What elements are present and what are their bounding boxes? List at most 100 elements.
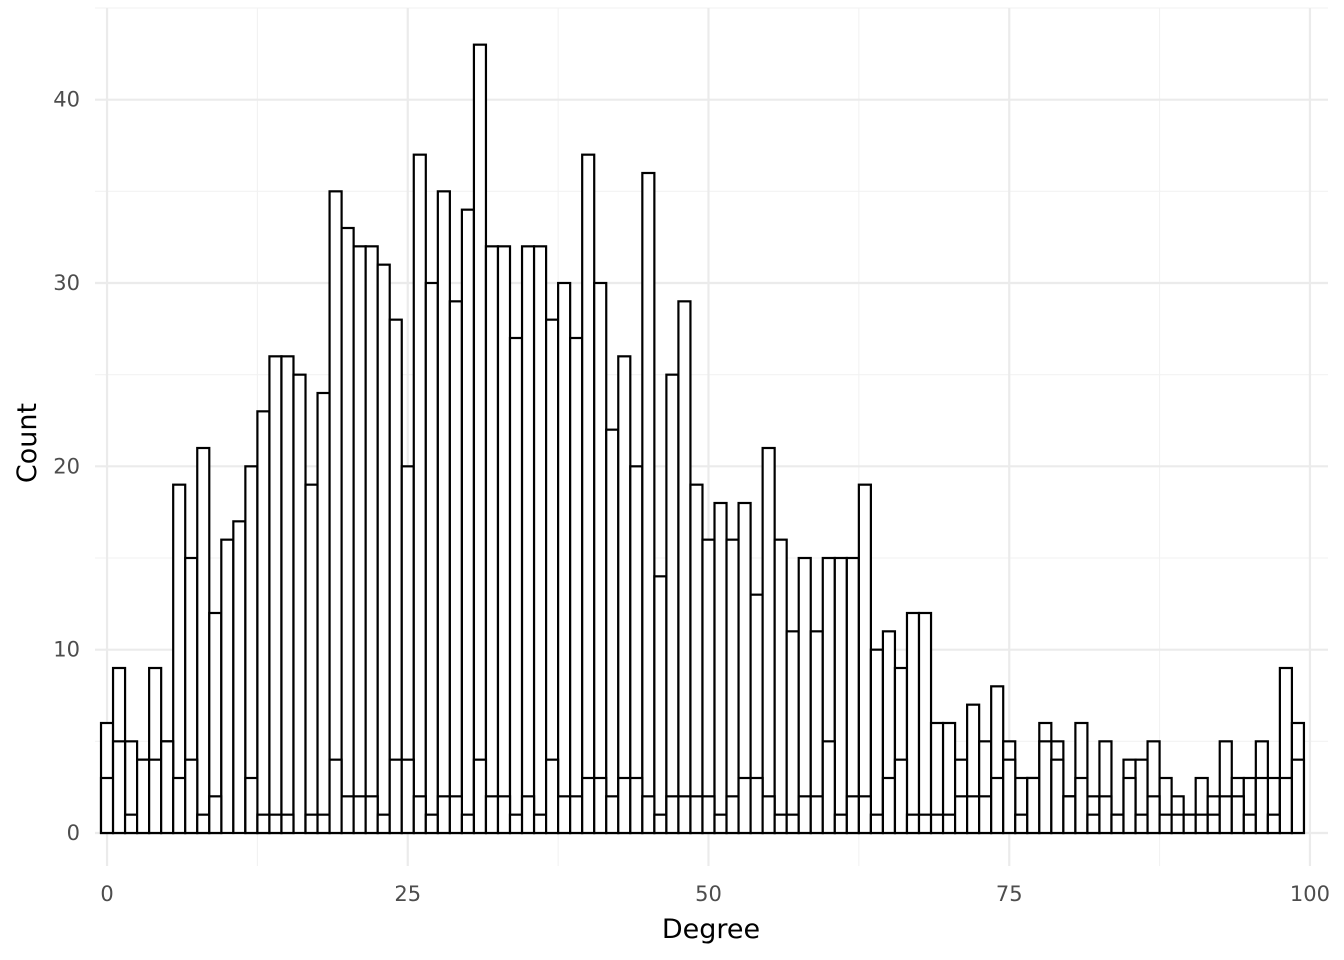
histogram-bar-inner <box>593 776 608 835</box>
histogram-bar <box>725 538 740 835</box>
histogram-bar-inner <box>845 795 860 835</box>
histogram-bar-inner <box>990 776 1005 835</box>
histogram-bar <box>304 483 319 835</box>
histogram-bar-inner <box>328 758 343 835</box>
histogram-bar <box>665 373 680 835</box>
histogram-bar <box>508 336 524 835</box>
histogram-bar-inner <box>1242 813 1257 835</box>
x-tick-label: 100 <box>1290 882 1330 906</box>
histogram-bar-inner <box>316 813 331 835</box>
histogram-bar-inner <box>388 758 403 835</box>
histogram-bar-inner <box>1098 795 1113 835</box>
histogram-bar-inner <box>1122 776 1137 835</box>
histogram-bar <box>316 391 331 835</box>
y-tick-label: 30 <box>53 271 80 295</box>
histogram-bar <box>448 300 463 835</box>
histogram-bar <box>388 318 403 835</box>
histogram-bar-inner <box>1002 758 1017 835</box>
histogram-bar-inner <box>1290 758 1306 835</box>
histogram-bar-inner <box>1062 795 1077 835</box>
histogram-bar-inner <box>1206 813 1221 835</box>
histogram-bar <box>593 281 608 835</box>
histogram-bar <box>412 153 427 835</box>
histogram-bar-inner <box>773 813 788 835</box>
x-tick-label: 75 <box>996 882 1023 906</box>
histogram-bar-inner <box>821 740 836 835</box>
histogram-bar <box>232 520 247 835</box>
histogram-bar <box>472 43 488 835</box>
histogram-bar <box>520 245 536 835</box>
histogram-bar-inner <box>376 813 391 835</box>
histogram-bar <box>773 538 788 835</box>
histogram-bar <box>496 245 512 835</box>
histogram-bar-inner <box>1050 758 1065 835</box>
histogram-bar-inner <box>196 813 211 835</box>
histogram-bar-inner <box>1014 813 1029 835</box>
histogram-bar-inner <box>978 795 993 835</box>
histogram-bar <box>532 245 548 835</box>
histogram-bar <box>280 355 295 835</box>
histogram-bar-inner <box>256 813 271 835</box>
histogram-bar-inner <box>208 795 223 835</box>
histogram-bar-inner <box>268 813 283 835</box>
histogram-bar-inner <box>617 776 632 835</box>
histogram-bar-inner <box>1110 813 1125 835</box>
histogram-bar <box>689 483 704 835</box>
histogram-bar-inner <box>737 776 752 835</box>
histogram-bar <box>677 300 692 835</box>
histogram-bar-inner <box>1266 813 1281 835</box>
histogram-bar-inner <box>1182 813 1197 835</box>
histogram-bar-inner <box>400 758 415 835</box>
histogram-bar-inner <box>1194 813 1209 835</box>
histogram-bar <box>484 245 500 835</box>
histogram-bar <box>761 446 776 835</box>
histogram-bar-inner <box>689 795 704 835</box>
histogram-bar-inner <box>701 795 716 835</box>
histogram-bar-inner <box>352 795 367 835</box>
histogram-bar-inner <box>520 795 536 835</box>
histogram-bar-inner <box>1218 795 1233 835</box>
histogram-bar-inner <box>893 758 909 835</box>
histogram-bar-inner <box>785 813 800 835</box>
histogram-bar-inner <box>761 795 776 835</box>
y-tick-label: 40 <box>53 88 80 112</box>
histogram-bar-inner <box>1134 813 1149 835</box>
histogram-bar <box>436 190 451 835</box>
histogram-bar-inner <box>280 813 295 835</box>
histogram-bar-inner <box>1038 740 1053 835</box>
y-tick-label: 0 <box>67 821 80 845</box>
histogram-bar-inner <box>508 813 524 835</box>
histogram-bar-inner <box>677 795 692 835</box>
histogram-bar-inner <box>172 776 187 835</box>
y-tick-label: 20 <box>53 454 80 478</box>
histogram-bar-inner <box>725 795 740 835</box>
histogram-bar <box>833 556 848 835</box>
histogram-bar <box>845 556 860 835</box>
histogram-bar <box>869 648 885 835</box>
histogram-bar-inner <box>929 813 945 835</box>
histogram-bar-inner <box>1230 795 1245 835</box>
y-axis-title: Count <box>12 403 43 483</box>
histogram-bar <box>292 373 307 835</box>
histogram-bar <box>905 611 921 835</box>
histogram-bar-inner <box>1254 776 1269 835</box>
histogram-bar <box>617 355 632 835</box>
histogram-bar-inner <box>665 795 680 835</box>
histogram-bar-inner <box>1146 795 1161 835</box>
histogram-bar-inner <box>160 740 175 835</box>
histogram-bar-inner <box>340 795 355 835</box>
histogram-bar <box>797 556 812 835</box>
x-tick-label: 0 <box>100 882 113 906</box>
histogram-bar <box>376 263 391 835</box>
histogram-bar-inner <box>436 795 451 835</box>
histogram-bar-inner <box>544 758 560 835</box>
histogram-bar-inner <box>653 813 668 835</box>
x-tick-label: 25 <box>394 882 421 906</box>
histogram-bar-inner <box>1086 813 1101 835</box>
histogram-bars <box>99 43 1306 835</box>
histogram-bar-inner <box>412 795 427 835</box>
histogram-bar <box>605 428 620 835</box>
histogram-bar <box>340 226 355 835</box>
histogram-bar-inner <box>833 813 848 835</box>
histogram-bar-inner <box>605 795 620 835</box>
